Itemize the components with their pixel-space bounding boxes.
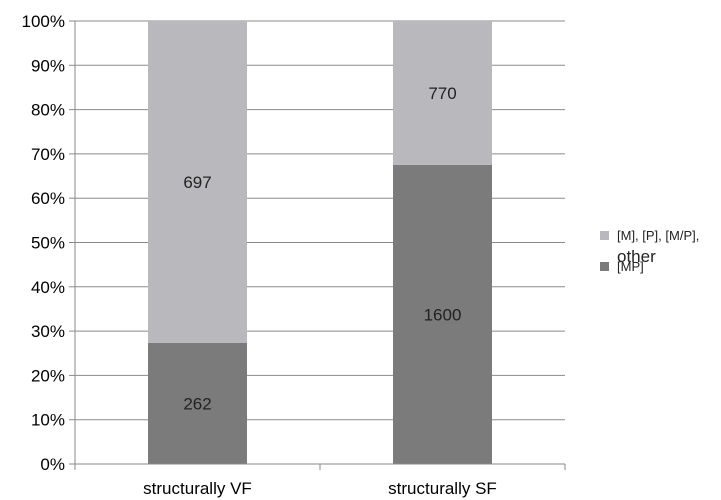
y-tick-label: 50% (31, 234, 65, 253)
y-tick-label: 10% (31, 411, 65, 430)
bar-segment (148, 342, 247, 464)
y-tick-label: 80% (31, 101, 65, 120)
bar-segment (148, 21, 247, 343)
legend-label: [M], [P], [M/P], (617, 228, 699, 243)
bar-segment (393, 21, 492, 165)
data-label: 770 (428, 84, 456, 103)
y-tick-label: 100% (22, 12, 65, 31)
bar-segment (393, 164, 492, 464)
data-label: 1600 (424, 305, 462, 324)
y-tick-label: 90% (31, 56, 65, 75)
data-label: 697 (183, 173, 211, 192)
y-tick-label: 40% (31, 278, 65, 297)
legend-swatch (600, 262, 609, 271)
y-tick-label: 60% (31, 189, 65, 208)
bars (148, 21, 492, 464)
labels: 0% 10% 20% 30% 40% 50% 60% 70% 80% 90% 100% 262 697 s… (22, 12, 497, 498)
legend: [M], [P], [M/P], other[MP] (600, 228, 699, 274)
category-label: structurally VF (143, 479, 252, 498)
axes (69, 20, 566, 470)
data-label: 262 (183, 394, 211, 413)
y-tick-label: 70% (31, 145, 65, 164)
y-tick-label: 30% (31, 322, 65, 341)
legend-label: [MP] (617, 259, 644, 274)
y-tick-label: 20% (31, 366, 65, 385)
y-tick-label: 0% (40, 455, 65, 474)
legend-swatch (600, 231, 609, 240)
category-label: structurally SF (388, 479, 497, 498)
legend-label-continued: other (617, 247, 656, 266)
